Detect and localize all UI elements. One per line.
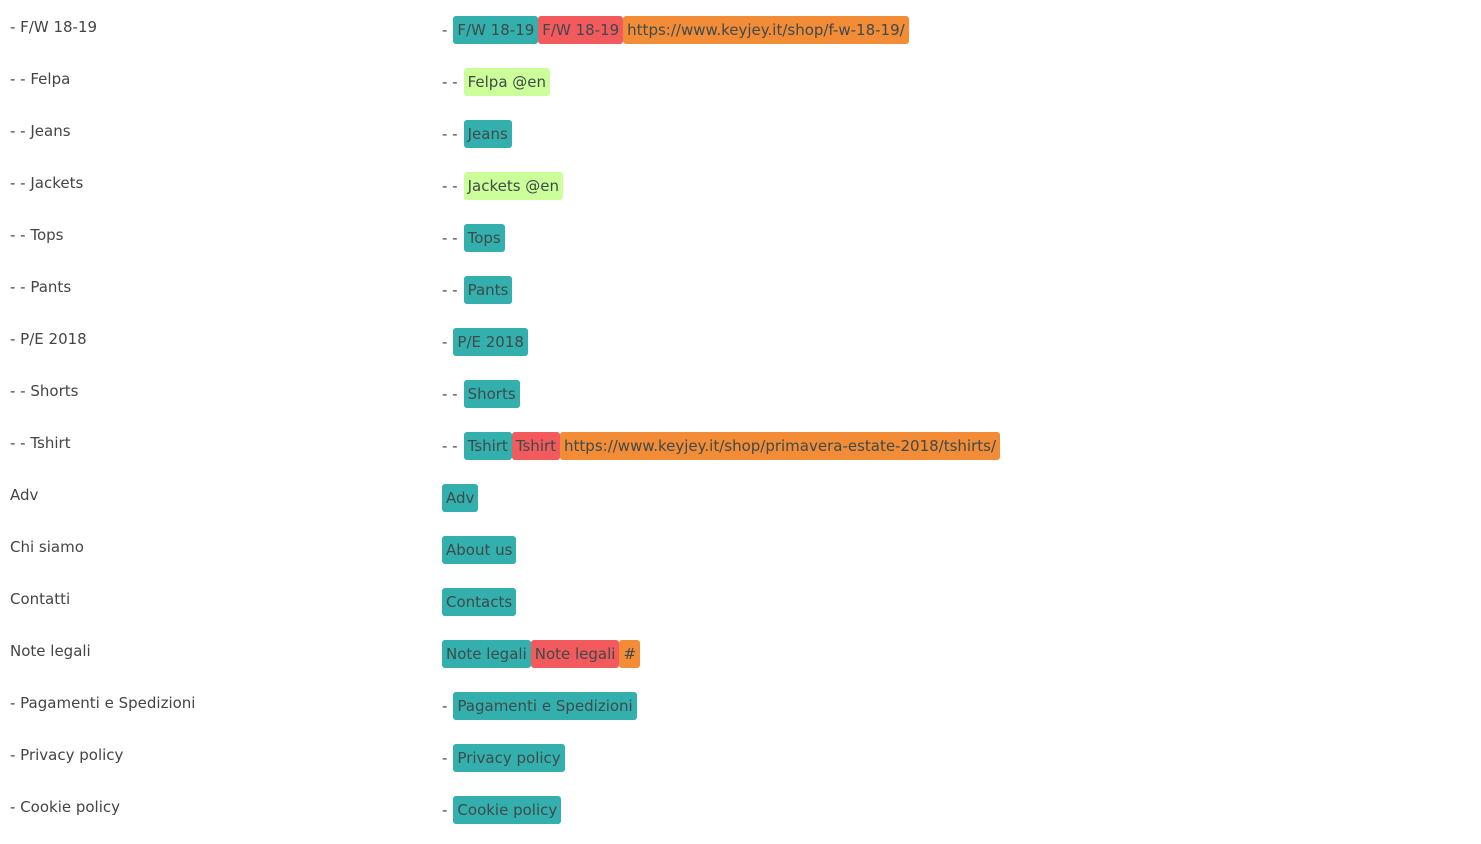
target-menu-item: - P/E 2018	[442, 327, 528, 356]
source-menu-label: - Privacy policy	[10, 746, 124, 764]
menu-row: - - Tshirt - - Tshirt Tshirt https://www.key…	[0, 428, 1481, 480]
translated-title-tag: Privacy policy	[453, 743, 565, 772]
source-menu-label: - - Jackets	[10, 174, 84, 192]
source-menu-label: - - Tshirt	[10, 434, 71, 452]
depth-prefix: - -	[442, 228, 458, 247]
source-menu-label: - P/E 2018	[10, 330, 87, 348]
menu-row: Adv Adv	[0, 480, 1481, 532]
untranslated-tag: Felpa @en	[463, 67, 551, 96]
target-menu-item: - - Jackets @en	[442, 171, 564, 200]
depth-prefix: - -	[442, 384, 458, 403]
translated-title-tag: F/W 18-19	[453, 15, 539, 44]
translated-title-tag: Cookie policy	[453, 795, 562, 824]
translated-title-tag: P/E 2018	[453, 327, 528, 356]
depth-prefix: - -	[442, 176, 458, 195]
menu-row: - Pagamenti e Spedizioni - Pagamenti e Spe…	[0, 688, 1481, 740]
menu-row: - F/W 18-19- F/W 18-19 F/W 18-19 https://ww…	[0, 12, 1481, 64]
menu-row: - P/E 2018- P/E 2018	[0, 324, 1481, 376]
menu-row: Chi siamo About us	[0, 532, 1481, 584]
original-title-tag: Note legali	[530, 639, 620, 668]
source-menu-label: Note legali	[10, 642, 91, 660]
target-menu-item: - - Shorts	[442, 379, 520, 408]
depth-prefix: -	[442, 332, 448, 351]
depth-prefix: - -	[442, 72, 458, 91]
translated-title-tag: Shorts	[463, 379, 520, 408]
menu-row: - - Jeans - - Jeans	[0, 116, 1481, 168]
menu-row: Contatti Contacts	[0, 584, 1481, 636]
url-tag: #	[619, 639, 641, 668]
untranslated-tag: Jackets @en	[463, 171, 564, 200]
translated-title-tag: Pagamenti e Spedizioni	[453, 691, 637, 720]
original-title-tag: F/W 18-19	[538, 15, 624, 44]
depth-prefix: -	[442, 696, 448, 715]
depth-prefix: - -	[442, 436, 458, 455]
menu-row: - Privacy policy - Privacy policy	[0, 740, 1481, 792]
translated-title-tag: Pants	[463, 275, 513, 304]
url-tag: https://www.keyjey.it/shop/primavera-est…	[560, 431, 1001, 460]
depth-prefix: -	[442, 748, 448, 767]
url-tag: https://www.keyjey.it/shop/f-w-18-19/	[623, 15, 909, 44]
source-menu-label: - - Shorts	[10, 382, 79, 400]
target-menu-item: - Cookie policy	[442, 795, 562, 824]
source-menu-label: - - Tops	[10, 226, 64, 244]
source-menu-label: - Pagamenti e Spedizioni	[10, 694, 196, 712]
translated-title-tag: Adv	[442, 483, 479, 512]
translated-title-tag: Tops	[463, 223, 505, 252]
source-menu-label: Chi siamo	[10, 538, 84, 556]
original-title-tag: Tshirt	[511, 431, 561, 460]
source-menu-label: - Cookie policy	[10, 798, 121, 816]
menu-row: - - Jackets - - Jackets @en	[0, 168, 1481, 220]
target-menu-item: - - Jeans	[442, 119, 512, 148]
source-menu-label: - F/W 18-19	[10, 18, 98, 36]
menu-row: - - Felpa - - Felpa @en	[0, 64, 1481, 116]
target-menu-item: - - Tshirt Tshirt https://www.keyjey.it/sho…	[442, 431, 1001, 460]
target-menu-item: - Pagamenti e Spedizioni	[442, 691, 637, 720]
target-menu-item: - Privacy policy	[442, 743, 565, 772]
menu-row: - - Shorts - - Shorts	[0, 376, 1481, 428]
menu-row: - Cookie policy - Cookie policy	[0, 792, 1481, 844]
depth-prefix: - -	[442, 124, 458, 143]
source-menu-label: Adv	[10, 486, 39, 504]
menu-row: - - Pants - - Pants	[0, 272, 1481, 324]
target-menu-item: - - Felpa @en	[442, 67, 551, 96]
target-menu-item: Contacts	[442, 587, 517, 616]
translated-title-tag: Note legali	[442, 639, 531, 668]
target-menu-item: - F/W 18-19 F/W 18-19 https://www.keyjey.it…	[442, 15, 909, 44]
target-menu-item: - - Tops	[442, 223, 505, 252]
target-menu-item: - - Pants	[442, 275, 513, 304]
target-menu-item: Note legali Note legali #	[442, 639, 641, 668]
menu-row: - - Tops - - Tops	[0, 220, 1481, 272]
menu-row: Note legali Note legali Note legali #	[0, 636, 1481, 688]
target-menu-item: About us	[442, 535, 517, 564]
source-menu-label: - - Jeans	[10, 122, 71, 140]
source-menu-label: Contatti	[10, 590, 71, 608]
target-menu-item: Adv	[442, 483, 479, 512]
source-menu-label: - - Felpa	[10, 70, 71, 88]
translated-title-tag: Tshirt	[463, 431, 512, 460]
source-menu-label: - - Pants	[10, 278, 72, 296]
translated-title-tag: About us	[442, 535, 517, 564]
translated-title-tag: Contacts	[442, 587, 517, 616]
depth-prefix: - -	[442, 280, 458, 299]
depth-prefix: -	[442, 20, 448, 39]
translated-title-tag: Jeans	[463, 119, 512, 148]
depth-prefix: -	[442, 800, 448, 819]
